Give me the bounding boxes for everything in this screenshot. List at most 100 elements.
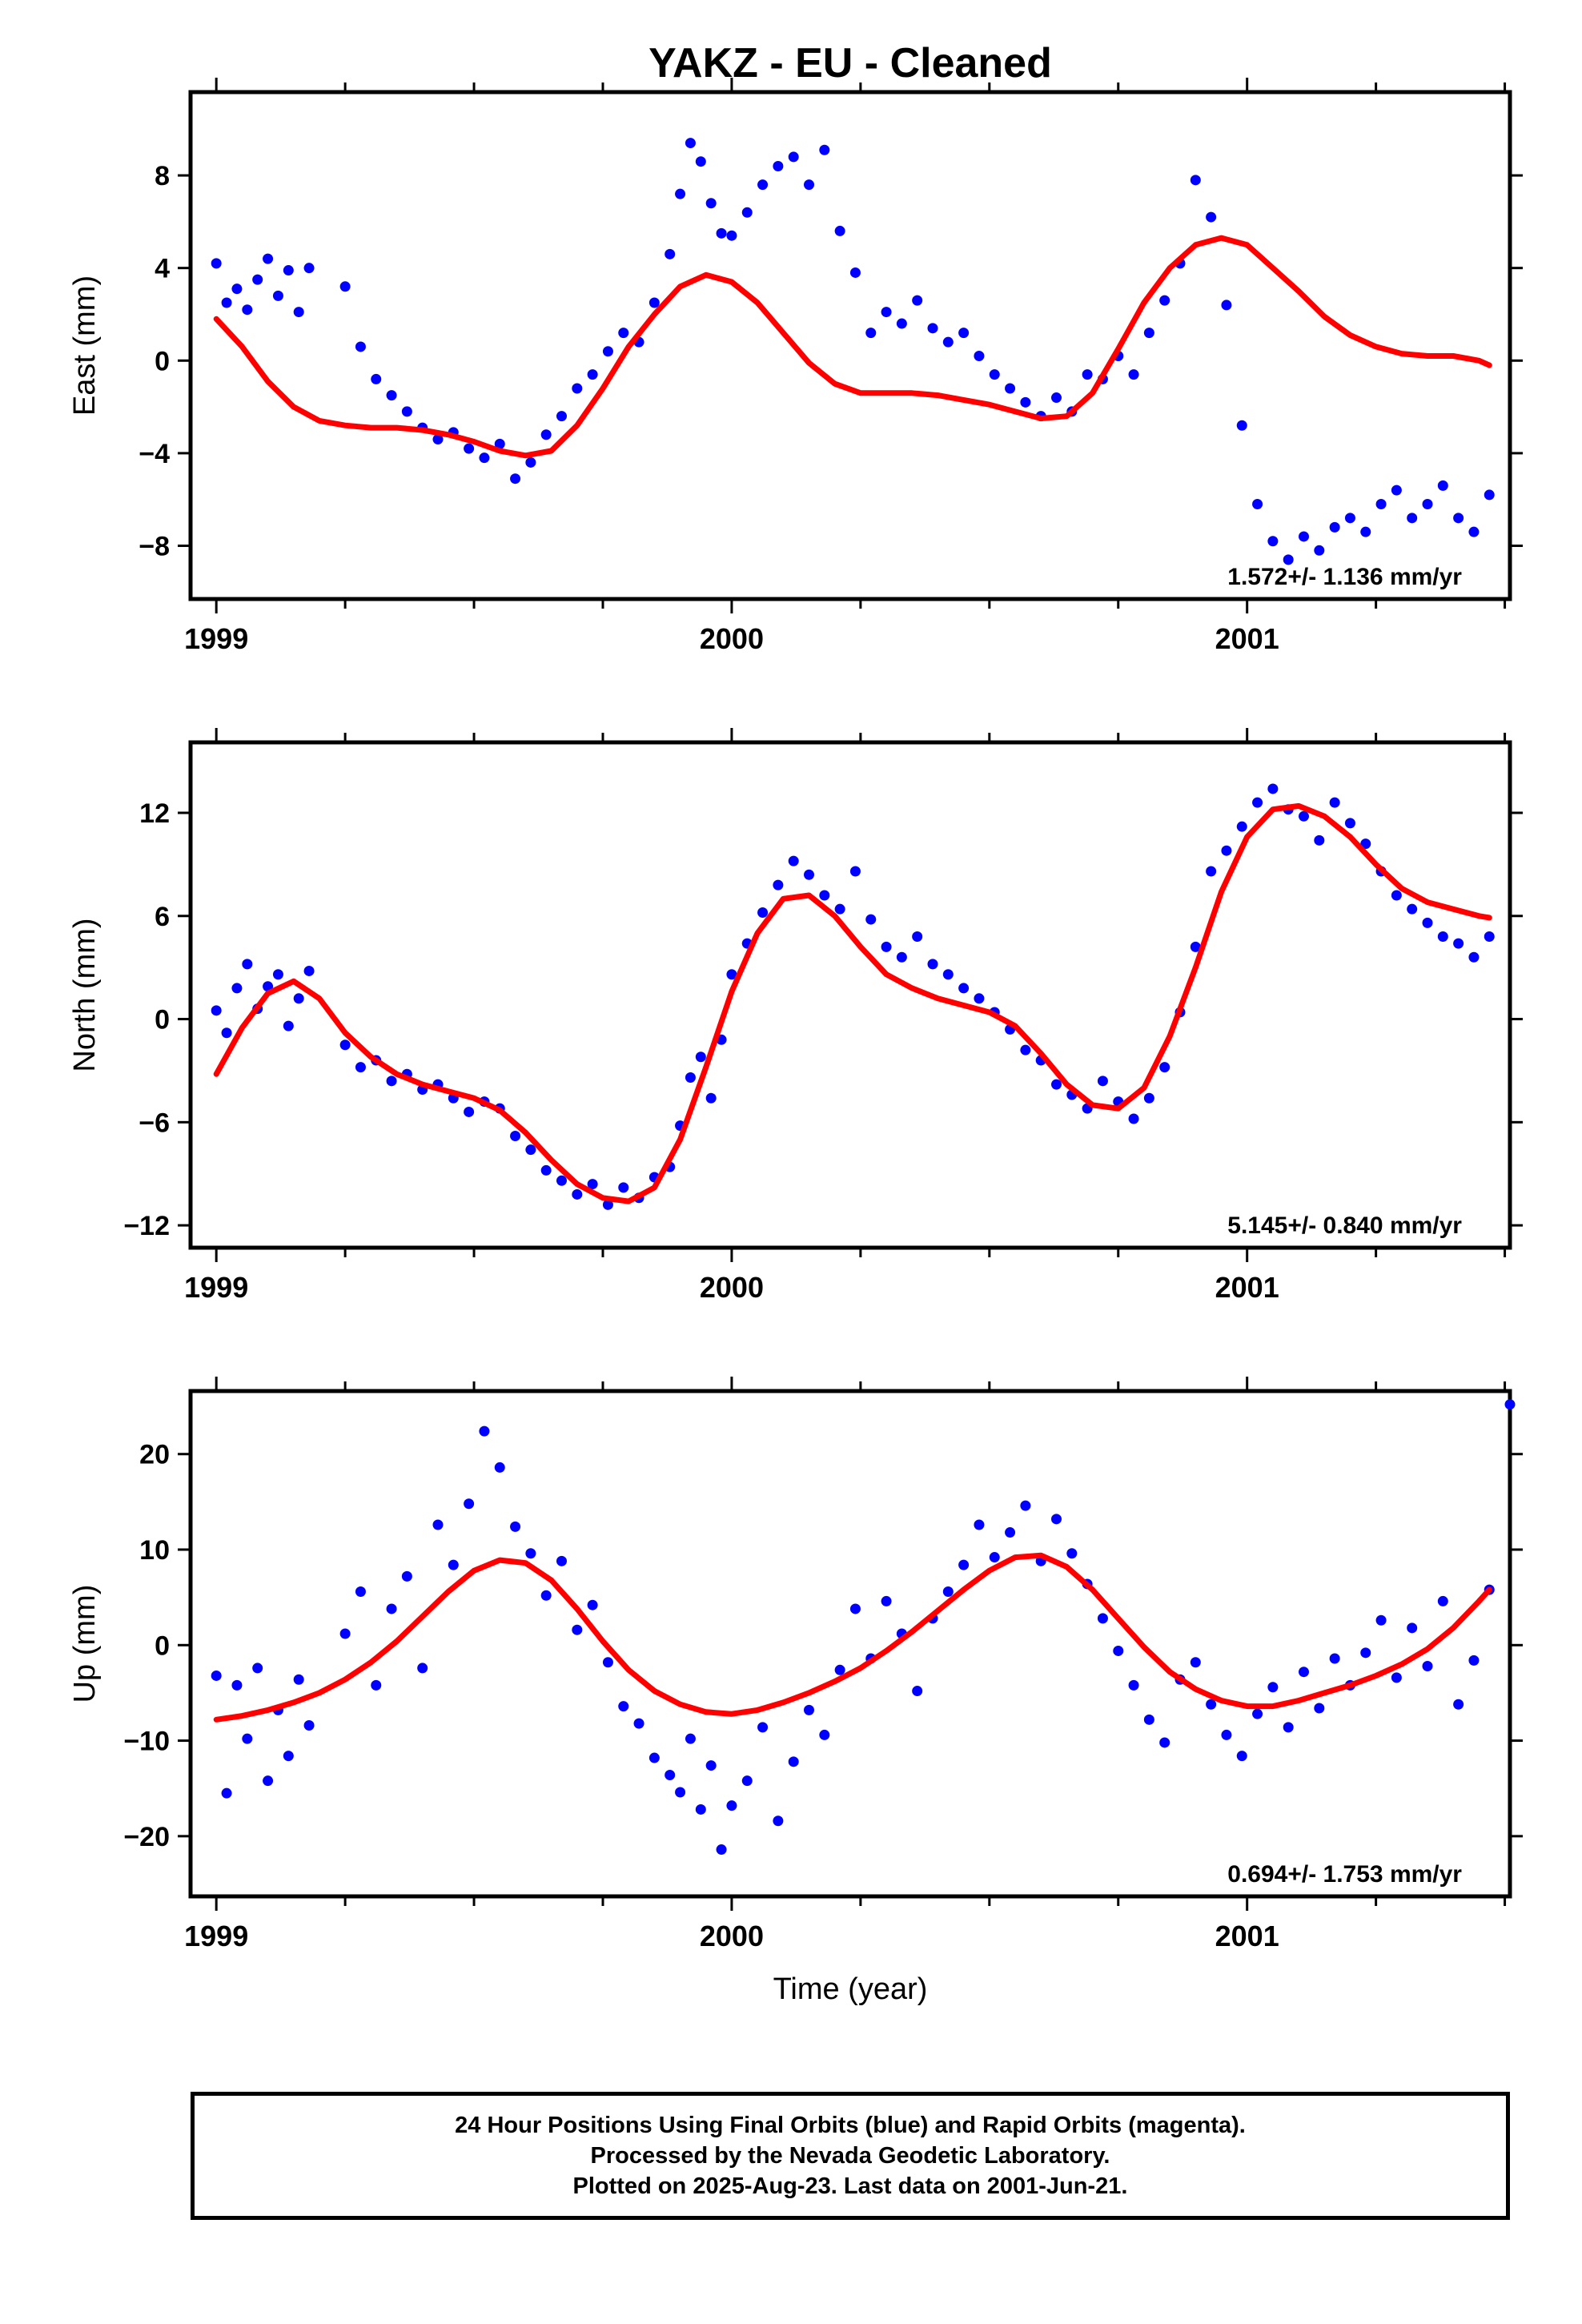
- y-tick-label: −20: [123, 1822, 170, 1852]
- data-point: [1484, 489, 1495, 501]
- data-point: [1159, 295, 1170, 306]
- data-point: [1113, 1645, 1124, 1656]
- x-tick-label: 2000: [700, 622, 764, 655]
- data-point: [221, 1027, 232, 1039]
- data-point: [1360, 1647, 1371, 1659]
- data-point: [494, 438, 505, 449]
- data-point: [974, 1519, 985, 1530]
- data-point: [1407, 1622, 1418, 1634]
- y-tick-label: 20: [139, 1440, 170, 1470]
- data-point: [834, 1664, 845, 1675]
- data-point: [618, 1182, 629, 1193]
- data-point: [1391, 485, 1402, 496]
- data-point: [1051, 1514, 1062, 1525]
- data-point: [1190, 941, 1201, 952]
- data-point: [272, 290, 283, 301]
- panel-north: 1999 2000 2001 −12 −6 0 6 12 North (mm) 5.145+/- …: [68, 728, 1523, 1304]
- data-point: [618, 1701, 629, 1712]
- data-point: [1206, 1699, 1217, 1710]
- data-point: [1453, 1699, 1464, 1710]
- data-point: [448, 1559, 459, 1570]
- data-point: [773, 879, 784, 891]
- data-point: [283, 1751, 294, 1762]
- data-points-east: [211, 138, 1495, 565]
- data-point: [881, 1595, 892, 1606]
- data-point: [1236, 1751, 1247, 1762]
- y-tick-label: 10: [139, 1535, 170, 1566]
- data-point: [1391, 1672, 1402, 1683]
- y-tick-label: 0: [155, 1630, 170, 1661]
- data-point: [757, 179, 769, 191]
- data-point: [958, 1559, 970, 1570]
- data-point: [242, 304, 253, 316]
- data-point: [556, 411, 567, 422]
- data-point: [773, 1815, 784, 1827]
- y-tick-label: 6: [155, 902, 170, 932]
- data-point: [685, 138, 696, 149]
- data-point: [572, 1624, 583, 1635]
- data-point: [386, 390, 397, 401]
- data-point: [1252, 498, 1263, 509]
- data-point: [896, 951, 907, 963]
- data-point: [231, 1679, 243, 1691]
- data-point: [1344, 513, 1355, 524]
- data-point: [849, 1603, 861, 1614]
- data-point: [417, 1663, 428, 1674]
- data-point: [1206, 866, 1217, 877]
- data-point: [1453, 938, 1464, 949]
- data-point: [1252, 797, 1263, 808]
- data-point: [1314, 1703, 1325, 1714]
- data-point: [303, 965, 315, 976]
- data-point: [1221, 1729, 1232, 1740]
- data-point: [804, 869, 814, 880]
- data-point: [726, 969, 737, 980]
- data-point: [221, 297, 232, 308]
- data-point: [540, 1590, 552, 1601]
- data-point: [303, 1719, 315, 1731]
- data-point: [386, 1076, 397, 1087]
- data-point: [685, 1072, 696, 1084]
- data-point: [263, 253, 274, 264]
- data-point: [912, 931, 923, 943]
- data-point: [1437, 1595, 1448, 1606]
- data-point: [974, 351, 985, 362]
- data-point: [1422, 498, 1433, 509]
- data-point: [1299, 810, 1309, 822]
- chart-title: YAKZ - EU - Cleaned: [648, 40, 1052, 86]
- data-point: [494, 1462, 505, 1473]
- plot-frame-north: [188, 740, 1512, 1250]
- data-point: [525, 1144, 536, 1156]
- data-point: [1283, 554, 1294, 565]
- data-point: [1066, 1548, 1078, 1559]
- data-point: [896, 318, 907, 329]
- data-point: [695, 156, 706, 167]
- data-point: [510, 1521, 521, 1532]
- data-point: [705, 1092, 717, 1104]
- data-point: [849, 866, 861, 877]
- data-point: [716, 227, 727, 239]
- data-point: [1005, 1527, 1016, 1538]
- x-tick-label: 1999: [184, 622, 248, 655]
- data-point: [849, 267, 861, 278]
- data-point: [540, 1164, 552, 1176]
- data-point: [556, 1175, 567, 1186]
- data-point: [881, 307, 892, 318]
- data-point: [1051, 392, 1062, 404]
- fit-curve-up: [213, 1552, 1492, 1723]
- data-point: [1236, 420, 1247, 431]
- data-point: [865, 914, 877, 925]
- data-point: [804, 179, 814, 191]
- y-tick-label: 12: [139, 798, 170, 829]
- data-point: [819, 144, 830, 155]
- y-tick-label: 8: [155, 161, 170, 191]
- data-point: [834, 225, 845, 236]
- data-point: [293, 307, 304, 318]
- data-point: [1407, 513, 1418, 524]
- data-point: [912, 1686, 923, 1697]
- data-point: [1283, 1722, 1294, 1733]
- data-point: [726, 1800, 737, 1811]
- x-tick-label: 2001: [1215, 622, 1279, 655]
- data-point: [211, 1670, 222, 1681]
